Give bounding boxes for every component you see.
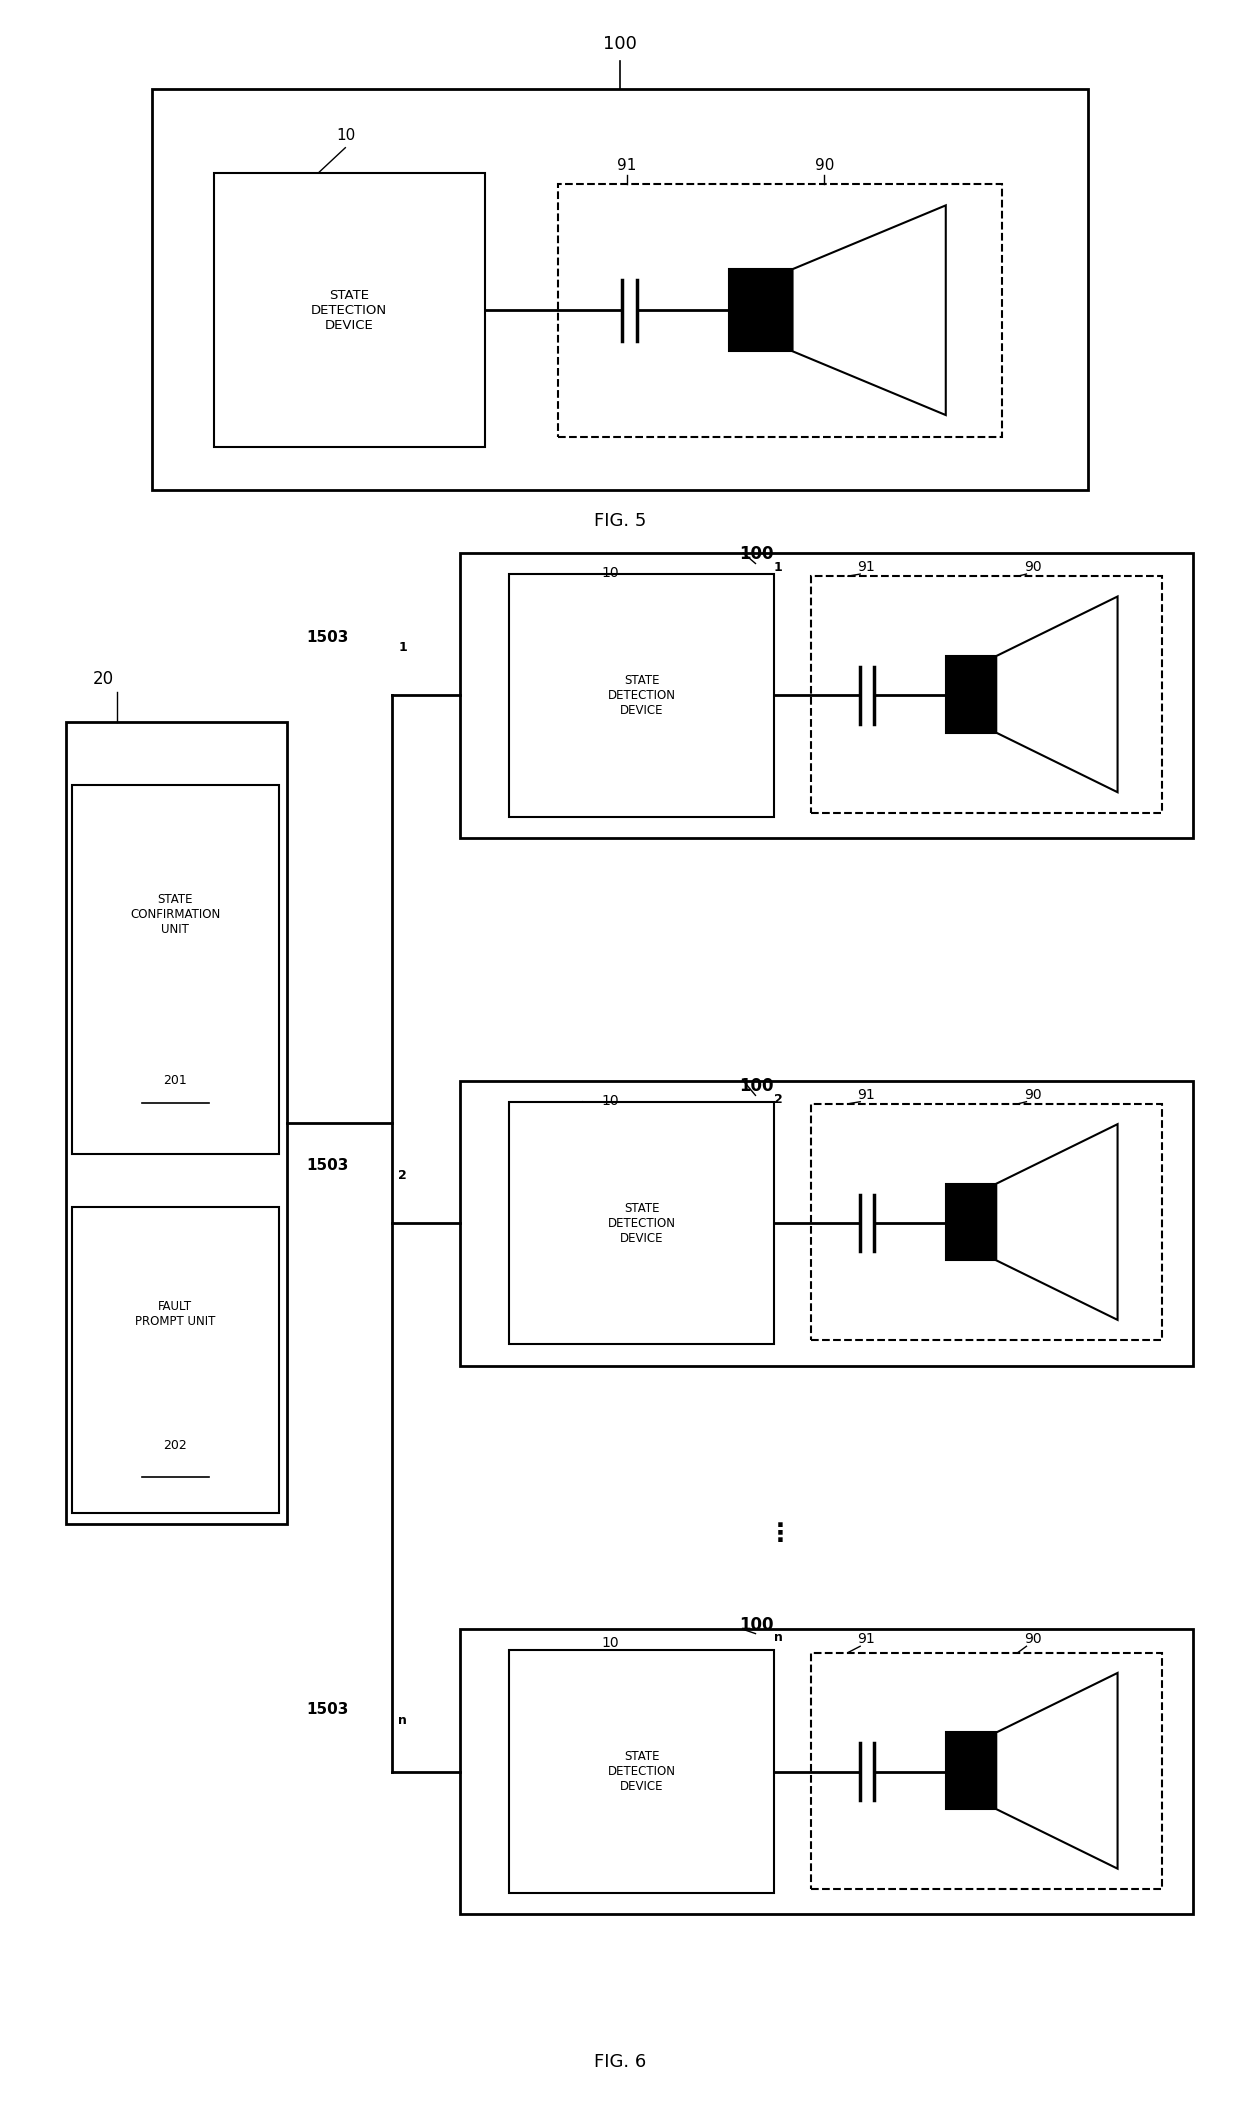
Text: STATE
DETECTION
DEVICE: STATE DETECTION DEVICE	[311, 288, 387, 333]
Text: ⋮: ⋮	[768, 1521, 792, 1547]
Text: 202: 202	[164, 1439, 187, 1452]
Bar	[510, 1651, 774, 1892]
Text: 100: 100	[603, 34, 637, 53]
Text: 2: 2	[774, 1093, 782, 1106]
Text: 91: 91	[857, 1087, 875, 1102]
Text: 2: 2	[398, 1170, 407, 1182]
Text: 100: 100	[739, 1076, 774, 1096]
Text: FAULT
PROMPT UNIT: FAULT PROMPT UNIT	[135, 1301, 216, 1329]
Text: n: n	[774, 1632, 782, 1644]
Bar	[946, 1185, 996, 1261]
Text: 91: 91	[857, 559, 875, 574]
Text: 91: 91	[618, 159, 637, 174]
Bar	[213, 174, 485, 447]
Bar	[72, 1208, 279, 1513]
Text: 90: 90	[1024, 1087, 1042, 1102]
Bar	[811, 1104, 1162, 1339]
Bar	[510, 574, 774, 816]
Text: 1503: 1503	[306, 1157, 348, 1172]
Bar	[72, 786, 279, 1155]
Text: 100: 100	[739, 1615, 774, 1634]
Bar	[460, 1081, 1193, 1365]
Polygon shape	[792, 206, 946, 415]
Text: 90: 90	[1024, 1632, 1042, 1646]
Text: 20: 20	[93, 670, 114, 689]
Bar	[460, 1630, 1193, 1913]
Text: STATE
DETECTION
DEVICE: STATE DETECTION DEVICE	[608, 674, 676, 716]
Polygon shape	[996, 595, 1117, 793]
Bar	[510, 1102, 774, 1343]
Text: 10: 10	[601, 1093, 619, 1108]
Text: 91: 91	[857, 1632, 875, 1646]
Bar	[811, 576, 1162, 812]
Text: FIG. 6: FIG. 6	[594, 2053, 646, 2070]
Text: STATE
DETECTION
DEVICE: STATE DETECTION DEVICE	[608, 1201, 676, 1244]
Text: STATE
DETECTION
DEVICE: STATE DETECTION DEVICE	[608, 1750, 676, 1793]
Bar	[811, 1653, 1162, 1888]
Text: 10: 10	[337, 129, 356, 144]
Bar	[153, 89, 1087, 489]
Text: 10: 10	[601, 566, 619, 581]
Bar	[460, 553, 1193, 837]
Text: STATE
CONFIRMATION
UNIT: STATE CONFIRMATION UNIT	[130, 892, 221, 937]
Text: 1503: 1503	[306, 1702, 348, 1716]
Text: 90: 90	[815, 159, 835, 174]
Text: 1: 1	[774, 562, 782, 574]
Text: 1: 1	[398, 642, 407, 655]
Bar	[66, 723, 288, 1524]
Text: 100: 100	[739, 545, 774, 564]
Polygon shape	[996, 1125, 1117, 1320]
Polygon shape	[996, 1672, 1117, 1869]
Bar	[558, 184, 1002, 437]
Text: 1503: 1503	[306, 629, 348, 644]
Text: 201: 201	[164, 1074, 187, 1087]
Text: n: n	[398, 1714, 407, 1727]
Text: 90: 90	[1024, 559, 1042, 574]
Bar	[946, 657, 996, 733]
Text: FIG. 5: FIG. 5	[594, 513, 646, 530]
Bar	[946, 1733, 996, 1810]
Text: 10: 10	[601, 1636, 619, 1651]
Bar	[729, 269, 792, 352]
